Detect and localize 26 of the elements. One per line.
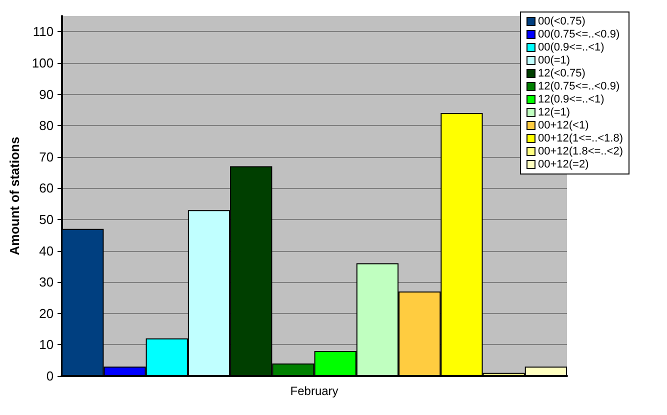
y-axis-title: Amount of stations — [7, 136, 22, 256]
y-tick-label: 20 — [39, 306, 54, 321]
legend-label: 00+12(1.8<=..<2) — [538, 146, 623, 158]
legend-label: 00(<0.75) — [538, 16, 586, 28]
y-tick-label: 70 — [39, 149, 54, 164]
y-tick-label: 30 — [39, 274, 54, 290]
y-tick-label: 40 — [39, 243, 54, 258]
y-tick-label: 90 — [39, 86, 54, 102]
y-tick-label: 60 — [39, 180, 54, 196]
legend-label: 00(=1) — [538, 54, 570, 66]
y-tick-label: 0 — [46, 368, 54, 384]
legend-label: 00(0.75<=..<0.9) — [538, 28, 620, 40]
legend-label: 00+12(<1) — [538, 120, 589, 132]
y-tick-label: 10 — [39, 337, 54, 352]
legend-label: 00+12(=2) — [538, 158, 589, 170]
y-tick-label: 100 — [32, 55, 54, 70]
legend-label: 00(0.9<=..<1) — [538, 42, 604, 54]
y-tick-label: 50 — [39, 212, 54, 227]
legend-label: 00+12(1<=..<1.8) — [538, 132, 623, 144]
legend-label: 12(=1) — [538, 106, 570, 118]
y-tick-label: 80 — [39, 118, 54, 134]
x-tick-label: February — [290, 384, 338, 398]
legend-label: 12(0.9<=..<1) — [538, 94, 604, 106]
legend-label: 12(<0.75) — [538, 68, 586, 80]
legend-label: 12(0.75<=..<0.9) — [538, 80, 620, 92]
y-tick-label: 110 — [32, 24, 54, 40]
